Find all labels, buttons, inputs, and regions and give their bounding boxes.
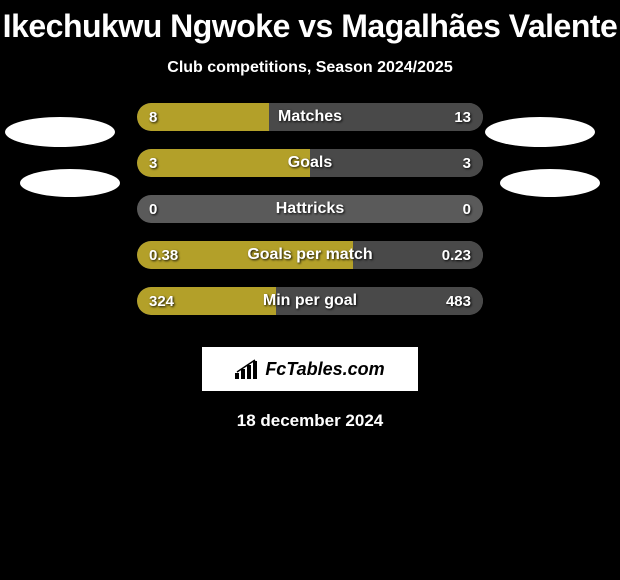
page-subtitle: Club competitions, Season 2024/2025 [0,59,620,77]
stat-row-min-per-goal: 324483Min per goal [137,287,483,315]
player-left-ellipse-2 [20,169,120,197]
stat-label: Hattricks [137,195,483,223]
player-right-ellipse-2 [500,169,600,197]
page-title: Ikechukwu Ngwoke vs Magalhães Valente [0,0,620,45]
stat-label: Matches [137,103,483,131]
comparison-area: 813Matches 33Goals 00Hattricks 0.380.23Goal… [0,103,620,333]
player-right-ellipse-1 [485,117,595,147]
stat-label: Goals [137,149,483,177]
logo-text: FcTables.com [265,359,384,380]
player-left-ellipse-1 [5,117,115,147]
fctables-logo[interactable]: FcTables.com [202,347,418,391]
stat-row-hattricks: 00Hattricks [137,195,483,223]
stat-row-goals: 33Goals [137,149,483,177]
stat-label: Min per goal [137,287,483,315]
stat-row-goals-per-match: 0.380.23Goals per match [137,241,483,269]
stat-bars: 813Matches 33Goals 00Hattricks 0.380.23Goal… [137,103,483,333]
chart-icon [235,359,259,379]
date-text: 18 december 2024 [0,411,620,431]
stat-row-matches: 813Matches [137,103,483,131]
stat-label: Goals per match [137,241,483,269]
